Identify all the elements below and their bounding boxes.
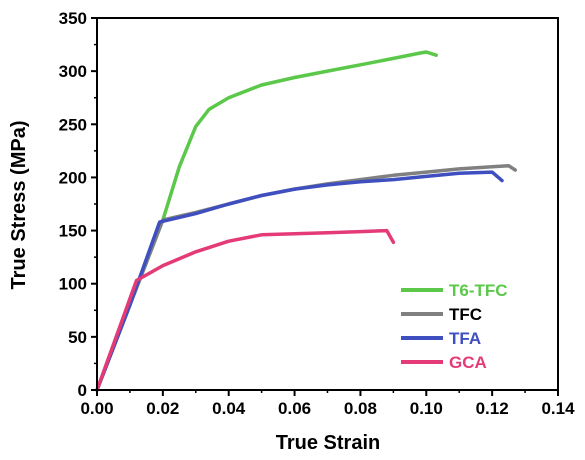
x-tick-label: 0.08 — [344, 399, 377, 418]
legend-label-tfc: TFC — [449, 305, 482, 324]
y-tick-label: 100 — [59, 275, 87, 294]
y-axis-title: True Stress (MPa) — [8, 121, 30, 290]
tick-marks — [91, 17, 559, 396]
y-tick-label: 0 — [78, 381, 87, 400]
x-tick-label: 0.00 — [80, 399, 113, 418]
y-tick-label: 250 — [59, 115, 87, 134]
y-tick-label: 150 — [59, 222, 87, 241]
legend-label-gca: GCA — [449, 353, 487, 372]
series-line-gca — [95, 228, 396, 392]
x-tick-label: 0.06 — [278, 399, 311, 418]
x-axis-title: True Strain — [276, 432, 380, 454]
y-tick-label: 50 — [68, 328, 87, 347]
x-tick-label: 0.12 — [476, 399, 509, 418]
x-tick-label: 0.04 — [212, 399, 246, 418]
series-line-t6-tfc — [95, 50, 438, 392]
legend-label-t6-tfc: T6-TFC — [449, 281, 508, 300]
y-tick-label: 350 — [59, 9, 87, 28]
plot-area — [95, 50, 517, 392]
x-tick-label: 0.14 — [541, 399, 575, 418]
series-line-tfa — [95, 170, 504, 392]
legend-label-tfa: TFA — [449, 329, 481, 348]
x-tick-label: 0.10 — [410, 399, 443, 418]
y-tick-label: 200 — [59, 168, 87, 187]
y-tick-label: 300 — [59, 62, 87, 81]
x-tick-label: 0.02 — [146, 399, 179, 418]
legend: T6-TFC TFC TFA GCA — [401, 281, 508, 372]
tick-labels: 0.00 0.02 0.04 0.06 0.08 0.10 0.12 0.14 0 50 100 15… — [59, 9, 575, 418]
